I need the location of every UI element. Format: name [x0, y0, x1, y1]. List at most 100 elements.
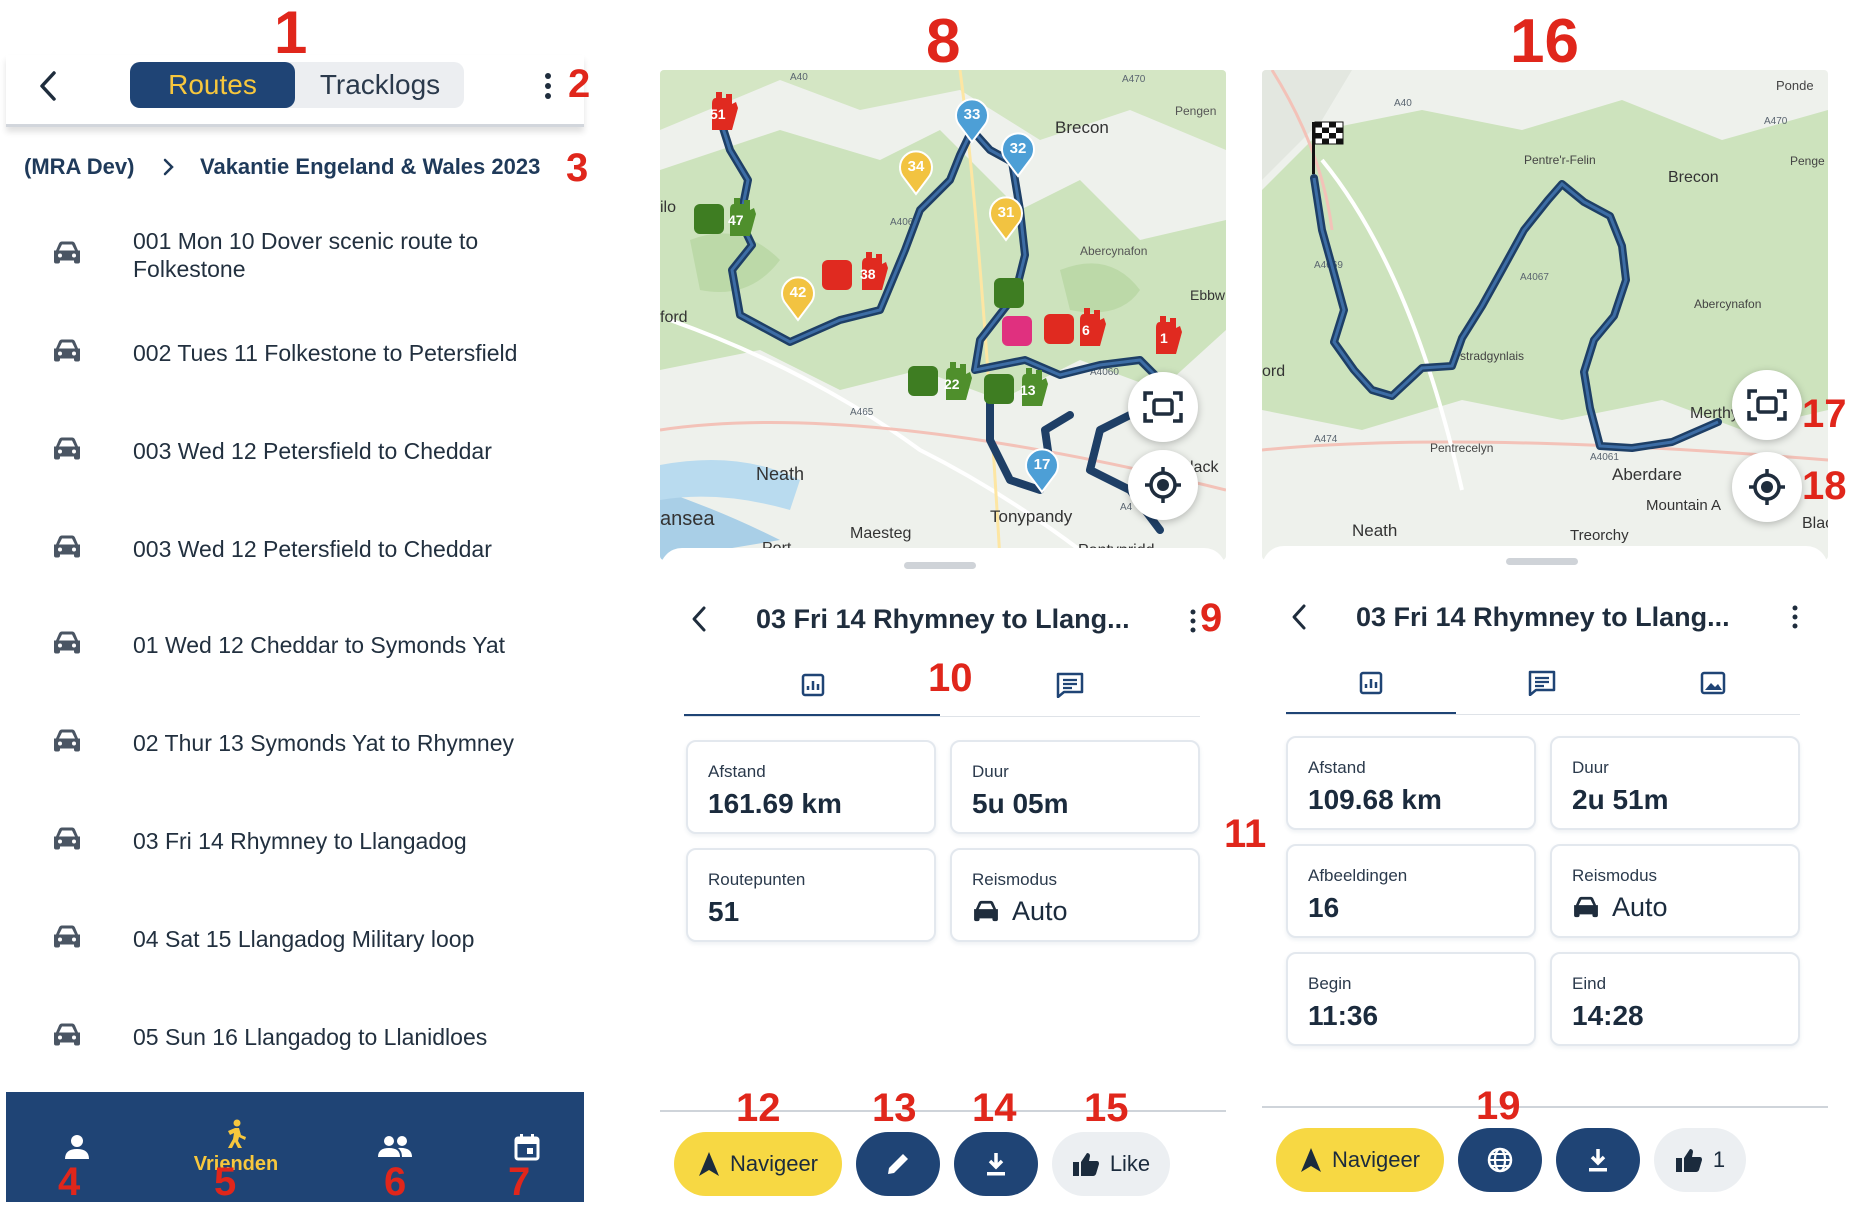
- download-button[interactable]: [1556, 1128, 1640, 1192]
- route-item-label: 05 Sun 16 Llangadog to Llanidloes: [133, 1024, 488, 1050]
- food-poi-icon[interactable]: [822, 260, 852, 290]
- annotation-label: 19: [1476, 1084, 1521, 1128]
- download-icon: [1589, 1149, 1607, 1172]
- annotation-label: 17: [1802, 392, 1847, 436]
- route-item[interactable]: 003 Wed 12 Petersfield to Cheddar: [0, 500, 585, 598]
- waypoint-pin[interactable]: 42: [780, 276, 816, 322]
- road-label: A465: [850, 407, 874, 418]
- route-map-1[interactable]: A40 A470 A4067 A465 A4060 A4 Brecon Peng…: [660, 70, 1226, 560]
- fuel-poi-icon[interactable]: [1044, 314, 1074, 344]
- annotation-label: 12: [736, 1086, 781, 1130]
- camera-poi-icon[interactable]: [694, 204, 724, 234]
- breadcrumb-current: Vakantie Engeland & Wales 2023: [200, 154, 541, 179]
- like-label: Like: [1109, 1151, 1151, 1176]
- stop-marker[interactable]: 38: [856, 250, 890, 292]
- chevron-right-icon: [162, 158, 174, 176]
- car-icon: [972, 900, 1000, 927]
- publish-button[interactable]: [1458, 1128, 1542, 1192]
- waypoint-pin-number: 17: [1033, 456, 1051, 473]
- navigation-arrow-icon: [698, 1152, 719, 1176]
- annotation-label: 4: [58, 1160, 81, 1204]
- cafe-poi-icon[interactable]: [1002, 316, 1032, 346]
- waypoint-pin[interactable]: 17: [1024, 448, 1060, 494]
- annotation-label: 5: [214, 1160, 237, 1204]
- view-poi-icon[interactable]: [984, 374, 1014, 404]
- tab-indicator: [1286, 712, 1456, 715]
- stop-marker[interactable]: 1: [1150, 314, 1184, 356]
- route-item[interactable]: 003 Wed 12 Petersfield to Cheddar: [0, 402, 585, 500]
- navigate-button[interactable]: Navigeer: [1276, 1128, 1444, 1192]
- stop-marker[interactable]: 51: [706, 90, 740, 132]
- navigate-button[interactable]: Navigeer: [674, 1132, 842, 1196]
- back-icon[interactable]: [686, 602, 712, 636]
- navigate-label: Navigeer: [729, 1151, 819, 1176]
- nav-calendar[interactable]: [484, 1092, 570, 1202]
- place-label: Ebbw Vale: [1190, 287, 1226, 303]
- stop-marker-number: 1: [1160, 330, 1168, 346]
- route-item[interactable]: 01 Wed 12 Cheddar to Symonds Yat: [0, 596, 585, 694]
- like-button[interactable]: Like: [1052, 1132, 1170, 1196]
- stop-marker[interactable]: 22: [940, 360, 974, 402]
- more-vertical-icon[interactable]: [1788, 602, 1802, 632]
- stat-card: Begin 11:36: [1286, 952, 1536, 1046]
- download-button[interactable]: [954, 1132, 1038, 1196]
- place-label: Mountain A: [1646, 497, 1721, 514]
- globe-icon: [1487, 1147, 1513, 1173]
- car-icon: [52, 925, 82, 954]
- stat-card: Reismodus Auto: [950, 848, 1200, 942]
- route-item[interactable]: 02 Thur 13 Symonds Yat to Rhymney: [0, 694, 585, 792]
- waypoint-pin[interactable]: 31: [988, 196, 1024, 242]
- tab-images-icon[interactable]: [1700, 670, 1726, 696]
- tab-notes-icon[interactable]: [1528, 670, 1556, 696]
- waypoint-pin-number: 32: [1009, 140, 1027, 157]
- my-location-button[interactable]: [1128, 450, 1198, 520]
- bottom-navigation: Vrienden: [6, 1092, 584, 1202]
- stat-value: 2u 51m: [1572, 784, 1669, 815]
- route-item[interactable]: 04 Sat 15 Llangadog Military loop: [0, 890, 585, 988]
- stop-marker-number: 13: [1020, 382, 1036, 398]
- place-label: Neath: [756, 464, 804, 484]
- more-vertical-icon[interactable]: [1186, 606, 1200, 636]
- stop-marker[interactable]: 13: [1016, 366, 1050, 408]
- annotation-label: 13: [872, 1086, 917, 1130]
- action-divider: [1262, 1106, 1828, 1108]
- route-item[interactable]: 03 Fri 14 Rhymney to Llangadog: [0, 792, 585, 890]
- top-bar: [6, 55, 584, 127]
- waypoint-pin[interactable]: 33: [954, 98, 990, 144]
- nav-profile[interactable]: [34, 1092, 120, 1202]
- tab-notes-icon[interactable]: [1056, 672, 1084, 698]
- nav-friends-active[interactable]: Vrienden: [176, 1092, 296, 1202]
- tab-stats-icon[interactable]: [800, 672, 826, 698]
- more-vertical-icon[interactable]: [538, 68, 558, 104]
- breadcrumb-root[interactable]: (MRA Dev): [24, 154, 135, 179]
- nav-groups[interactable]: [352, 1092, 438, 1202]
- stop-marker-number: 38: [860, 266, 876, 282]
- fit-route-button[interactable]: [1732, 370, 1802, 440]
- tab-tracklogs[interactable]: Tracklogs: [319, 69, 441, 100]
- waypoint-pin[interactable]: 32: [1000, 132, 1036, 178]
- route-item[interactable]: 002 Tues 11 Folkestone to Petersfield: [0, 304, 585, 402]
- waypoint-pin[interactable]: 34: [898, 150, 934, 196]
- stop-marker[interactable]: 47: [724, 196, 758, 238]
- fit-route-button[interactable]: [1128, 372, 1198, 442]
- stat-value: 161.69 km: [708, 788, 842, 819]
- stop-marker[interactable]: 6: [1074, 306, 1108, 348]
- place-label: Ponde: [1776, 78, 1814, 93]
- back-icon[interactable]: [30, 66, 66, 106]
- sheet-handle[interactable]: [904, 562, 976, 569]
- tab-indicator: [684, 714, 940, 717]
- my-location-button[interactable]: [1732, 452, 1802, 522]
- poi-icon[interactable]: [994, 278, 1024, 308]
- tab-routes[interactable]: Routes: [130, 62, 295, 108]
- route-item[interactable]: 001 Mon 10 Dover scenic route to Folkest…: [0, 206, 585, 304]
- edit-button[interactable]: [856, 1132, 940, 1196]
- stat-card: Duur 5u 05m: [950, 740, 1200, 834]
- route-map-2[interactable]: A40 A470 A4067 A4069 A474 A4061 Ponde Br…: [1262, 70, 1828, 560]
- stat-label: Reismodus: [1572, 866, 1658, 885]
- tab-stats-icon[interactable]: [1358, 670, 1384, 696]
- sheet-handle[interactable]: [1506, 558, 1578, 565]
- like-button[interactable]: 1: [1654, 1128, 1746, 1192]
- route-item[interactable]: 05 Sun 16 Llangadog to Llanidloes: [0, 988, 585, 1086]
- camera-poi-icon[interactable]: [908, 366, 938, 396]
- back-icon[interactable]: [1286, 600, 1312, 634]
